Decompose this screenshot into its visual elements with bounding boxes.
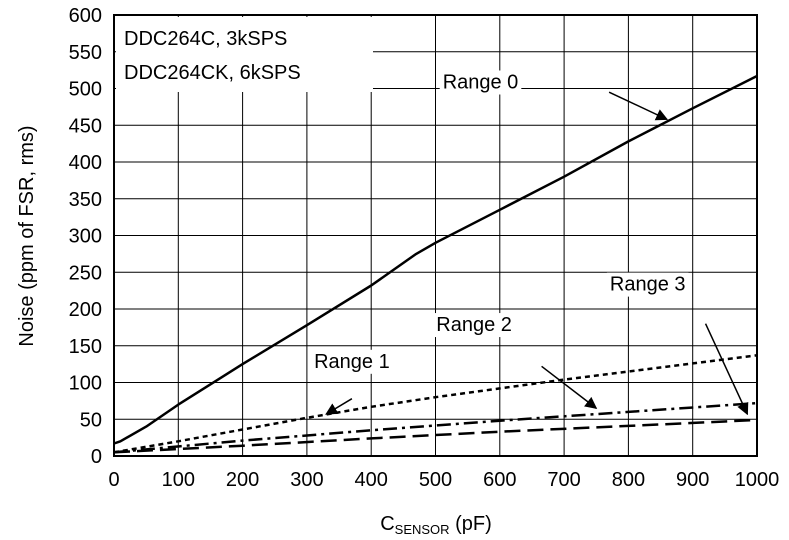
annotation-bg-range-0 [439, 70, 522, 95]
series-line-range-1 [113, 354, 758, 454]
series-line-range-0 [113, 74, 758, 445]
y-tick-label: 0 [91, 446, 102, 468]
x-tick-label: 900 [676, 469, 709, 491]
y-tick-label: 250 [69, 262, 102, 284]
series-group [113, 74, 758, 454]
annotation-label-range-1: Range 1 [314, 351, 390, 373]
x-axis-title-sub: SENSOR [395, 522, 450, 537]
plot-frame [113, 14, 758, 457]
x-axis-title-unit: (pF) [450, 513, 492, 535]
annotation-label-range-3: Range 3 [610, 274, 686, 296]
note-line-2: DDC264CK, 6kSPS [124, 62, 301, 84]
series-line-range-3 [113, 418, 758, 454]
x-tick-label: 0 [108, 469, 119, 491]
x-tick-label: 700 [547, 469, 580, 491]
x-tick-label: 100 [162, 469, 195, 491]
annotation-arrow-range-3 [704, 323, 749, 416]
x-tick-label: 500 [419, 469, 452, 491]
note-line-1: DDC264C, 3kSPS [124, 28, 287, 50]
y-tick-label: 600 [69, 5, 102, 27]
x-tick-label: 200 [226, 469, 259, 491]
annotation-bg-range-1 [311, 349, 393, 374]
y-tick-label: 50 [80, 409, 102, 431]
annotation-arrow-range-2 [541, 365, 598, 409]
x-tick-label: 800 [612, 469, 645, 491]
y-axis-title: Noise (ppm of FSR, rms) [16, 125, 38, 346]
annotation-arrow-range-0 [608, 91, 669, 121]
x-axis-title-main: C [380, 513, 394, 535]
y-tick-label: 200 [69, 299, 102, 321]
y-tick-label: 100 [69, 373, 102, 395]
y-tick-labels: 0 50 100 150 200 250 300 350 400 450 500 550 600 [69, 5, 102, 468]
annotation-label-range-0: Range 0 [443, 72, 519, 94]
annotation-label-range-2: Range 2 [436, 314, 512, 336]
y-tick-label: 300 [69, 226, 102, 248]
annotations-group: Range 0 Range 1 Range 2 Range 3 [311, 70, 749, 416]
x-axis-title: CSENSOR (pF) [380, 513, 492, 537]
y-tick-label: 150 [69, 336, 102, 358]
note-box-bg [116, 17, 373, 92]
annotation-bg-range-2 [433, 313, 515, 338]
annotation-bg-range-3 [606, 272, 689, 297]
y-tick-label: 400 [69, 152, 102, 174]
x-tick-label: 600 [483, 469, 516, 491]
x-tick-labels: 0 100 200 300 400 500 600 700 800 900 1000 [108, 469, 779, 491]
legend-note-box: DDC264C, 3kSPS DDC264CK, 6kSPS [116, 17, 373, 92]
y-tick-label: 350 [69, 189, 102, 211]
annotation-arrow-range-1 [325, 398, 353, 415]
y-tick-label: 550 [69, 42, 102, 64]
y-tick-label: 500 [69, 79, 102, 101]
y-tick-label: 450 [69, 115, 102, 137]
x-tick-label: 400 [355, 469, 388, 491]
x-tick-label: 1000 [735, 469, 780, 491]
x-tick-label: 300 [290, 469, 323, 491]
